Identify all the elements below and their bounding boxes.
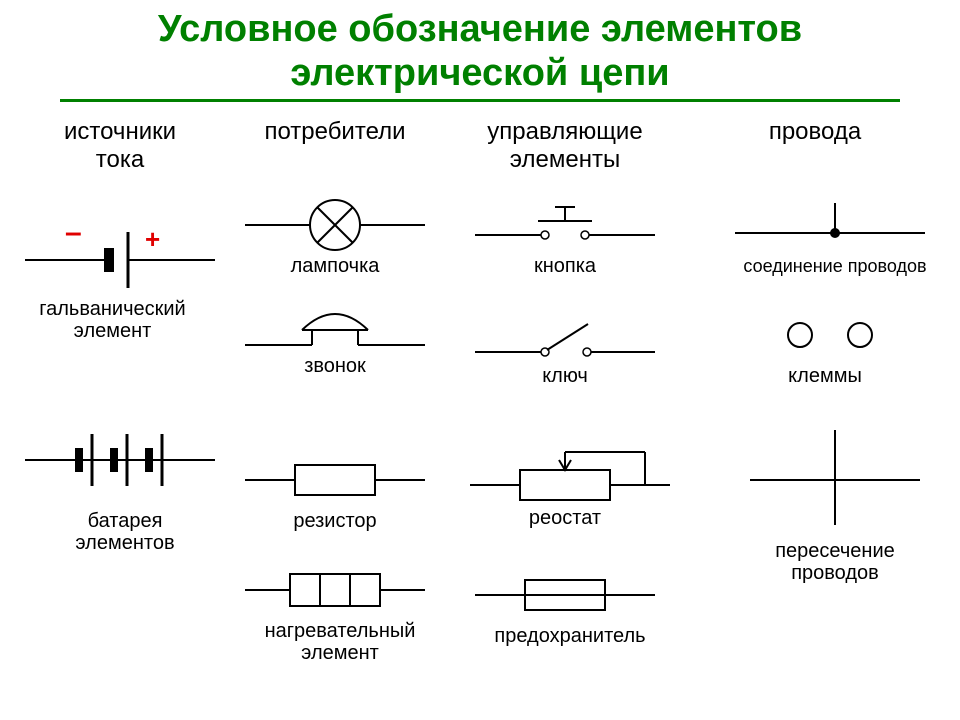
crossing-icon: [740, 420, 930, 530]
switch-icon: [470, 310, 660, 370]
fuse-icon: [470, 565, 660, 625]
col-header-wires: провода: [740, 118, 890, 146]
battery-label: батареяэлементов: [45, 510, 205, 554]
junction-icon: [730, 195, 930, 255]
lamp-label: лампочка: [270, 255, 400, 277]
bell-label: звонок: [280, 355, 390, 377]
title-line-1: Условное обозначение элементов: [158, 8, 802, 50]
heater-icon: [240, 560, 430, 620]
button-label: кнопка: [510, 255, 620, 277]
battery-icon: [20, 420, 220, 500]
bell-icon: [240, 300, 430, 360]
resistor-icon: [240, 450, 430, 510]
crossing-label: пересечениепроводов: [750, 540, 920, 584]
terminals-icon: [760, 310, 900, 360]
rheostat-label: реостат: [510, 507, 620, 529]
junction-label: соединение проводов: [720, 257, 950, 277]
fuse-label: предохранитель: [480, 625, 660, 647]
rheostat-icon: [465, 430, 675, 510]
terminals-label: клеммы: [770, 365, 880, 387]
galvanic-label: гальваническийэлемент: [20, 298, 205, 342]
minus-sign: –: [65, 216, 82, 250]
galvanic-cell-icon: [20, 220, 220, 300]
title-line-2: электрической цепи: [290, 52, 669, 94]
switch-label: ключ: [520, 365, 610, 387]
col-header-consumers: потребители: [250, 118, 420, 146]
col-header-controls: управляющиеэлементы: [465, 118, 665, 173]
plus-sign: +: [145, 224, 160, 255]
page-title: Условное обозначение элементов электриче…: [0, 0, 960, 95]
button-icon: [470, 195, 660, 255]
heater-label: нагревательныйэлемент: [250, 620, 430, 664]
resistor-label: резистор: [275, 510, 395, 532]
col-header-sources: источникитока: [45, 118, 195, 173]
lamp-icon: [240, 190, 430, 260]
title-underline: [60, 99, 900, 102]
